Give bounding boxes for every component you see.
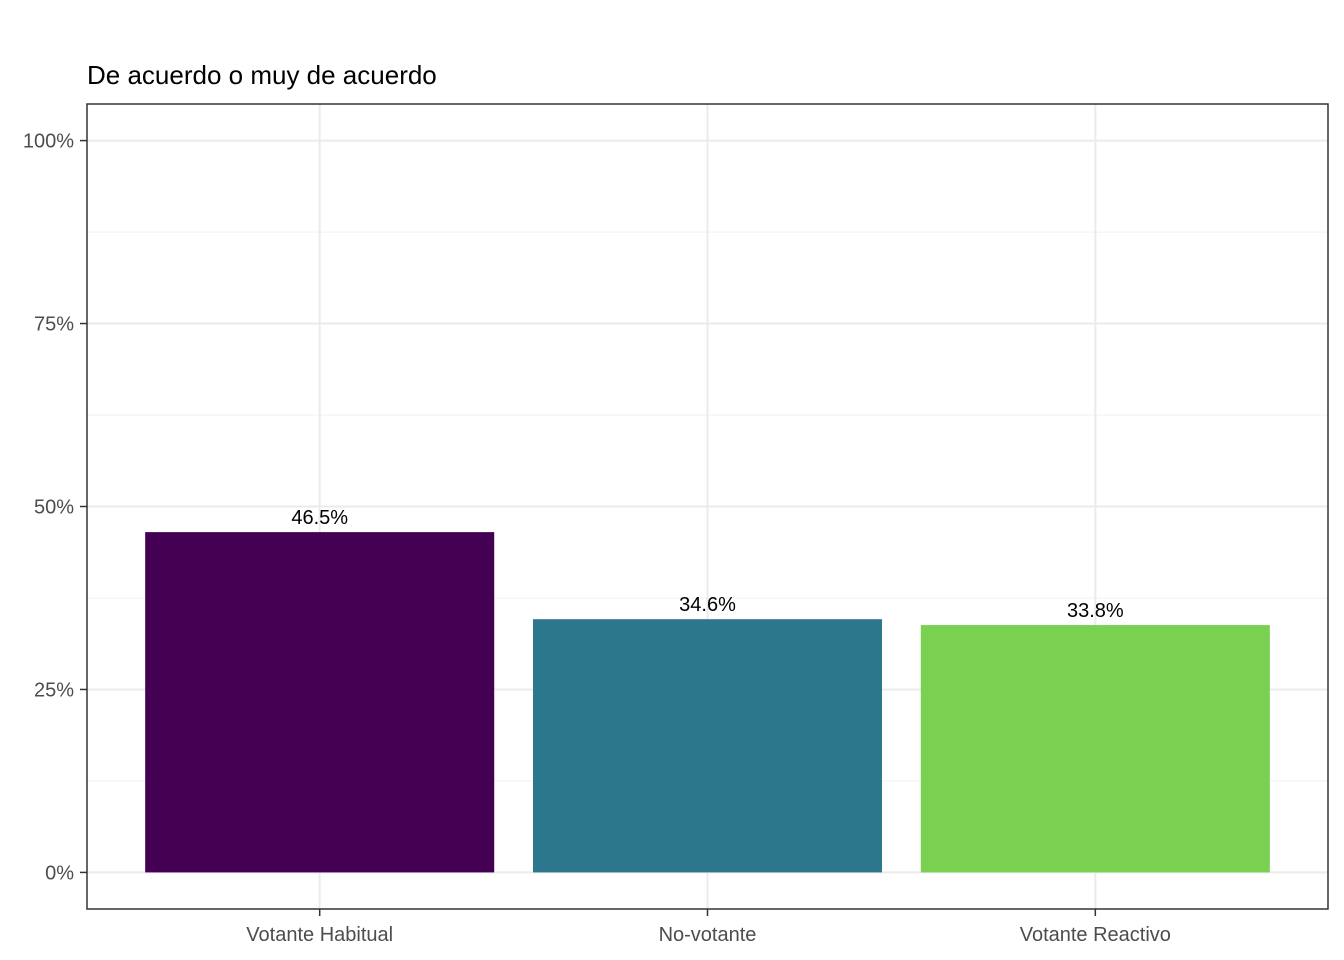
bar-labels: 46.5% 34.6% 33.8% xyxy=(291,507,1124,622)
x-tick-label: Votante Reactivo xyxy=(1020,924,1171,946)
bar-2 xyxy=(532,619,883,873)
bars xyxy=(145,532,1270,873)
bar-1 xyxy=(145,532,495,873)
bar-value-label: 46.5% xyxy=(291,507,348,529)
bar-3 xyxy=(920,625,1270,873)
bar-value-label: 33.8% xyxy=(1067,600,1124,622)
y-axis: 0% 25% 50% 75% 100% xyxy=(23,131,87,884)
y-tick-label: 25% xyxy=(34,679,74,701)
bar-value-label: 34.6% xyxy=(679,594,736,616)
y-tick-label: 75% xyxy=(34,314,74,336)
x-tick-label: Votante Habitual xyxy=(246,924,393,946)
x-tick-label: No-votante xyxy=(659,924,757,946)
y-tick-label: 100% xyxy=(23,131,74,153)
chart-title: De acuerdo o muy de acuerdo xyxy=(87,60,437,90)
y-tick-label: 0% xyxy=(45,862,74,884)
y-tick-label: 50% xyxy=(34,497,74,519)
x-axis: Votante Habitual No-votante Votante Reacti… xyxy=(246,909,1171,946)
